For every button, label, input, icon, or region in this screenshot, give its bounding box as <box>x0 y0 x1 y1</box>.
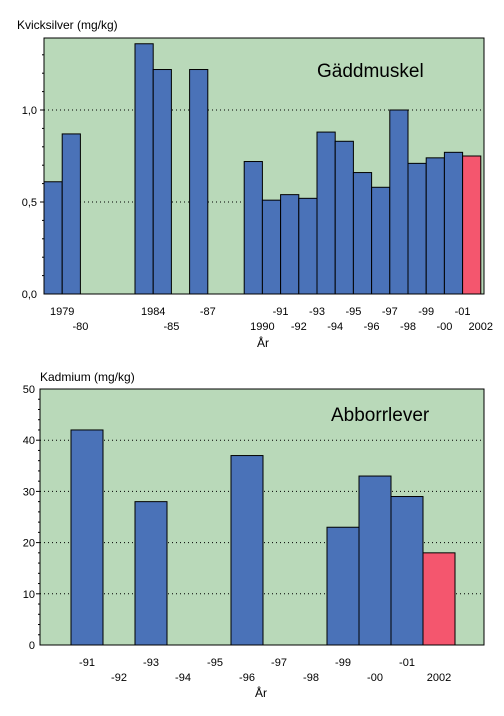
x-tick-label: 1990 <box>250 321 274 333</box>
y-tick-label: 0,5 <box>22 197 37 209</box>
bar-1999 <box>407 162 427 295</box>
x-tick-label: 2002 <box>469 321 493 333</box>
x-tick-label: -01 <box>455 306 471 318</box>
bar-2001 <box>390 496 424 646</box>
x-tick-label: -01 <box>399 657 415 669</box>
y-tick-label: 20 <box>23 538 35 550</box>
chart-mercury: Kvicksilver (mg/kg) 0,0 0,5 1,0 Gäddmuskel… <box>17 18 493 350</box>
x-tick-label: -99 <box>335 657 351 669</box>
x-tick-label: -93 <box>309 306 325 318</box>
x-tick-label: 2002 <box>427 672 451 684</box>
y-tick-label: 0 <box>29 640 35 652</box>
x-tick-label: -00 <box>436 321 452 333</box>
x-tick-label: -91 <box>273 306 289 318</box>
x-tick-label: -92 <box>291 321 307 333</box>
x-tick-label: -93 <box>143 657 159 669</box>
x-tick-label: -98 <box>400 321 416 333</box>
x-tick-label: -96 <box>239 672 255 684</box>
bar-1996 <box>352 172 373 295</box>
chart1-inset-label: Gäddmuskel <box>317 61 424 82</box>
bar-1991 <box>70 429 104 646</box>
bar-2001 <box>443 151 464 295</box>
bar-2000 <box>358 475 392 646</box>
chart1-ylabel: Kvicksilver (mg/kg) <box>17 18 118 32</box>
x-tick-label: -97 <box>271 657 287 669</box>
bar-2000 <box>425 157 445 295</box>
x-tick-label: -91 <box>79 657 95 669</box>
y-tick-label: 40 <box>23 435 35 447</box>
bar-1998 <box>389 109 409 295</box>
bar-1985 <box>152 69 172 295</box>
y-tick-label: 1,0 <box>22 105 37 117</box>
y-tick-label: 30 <box>23 486 35 498</box>
bar-2002 <box>462 155 482 295</box>
y-tick-label: 50 <box>23 384 35 396</box>
x-tick-label: -99 <box>418 306 434 318</box>
x-tick-label: 1979 <box>50 306 74 318</box>
bar-1980 <box>61 133 81 295</box>
x-tick-label: -87 <box>200 306 216 318</box>
bar-1994 <box>316 131 336 295</box>
bar-1995 <box>334 140 354 295</box>
bar-1991 <box>261 199 282 295</box>
chart2-xlabel: År <box>255 685 267 700</box>
y-tick-label: 10 <box>23 589 35 601</box>
x-tick-label: -85 <box>163 321 179 333</box>
bar-1993 <box>298 197 318 295</box>
bar-1979 <box>43 181 63 295</box>
x-tick-label: -94 <box>327 321 343 333</box>
bar-2002 <box>422 552 456 646</box>
bar-1987 <box>189 69 209 295</box>
chart1-xlabel: År <box>257 335 269 350</box>
x-tick-label: -97 <box>382 306 398 318</box>
x-tick-label: -98 <box>303 672 319 684</box>
bar-1993 <box>134 501 168 646</box>
bar-1999 <box>326 526 360 646</box>
x-tick-label: -92 <box>111 672 127 684</box>
x-tick-label: -96 <box>364 321 380 333</box>
x-tick-label: -95 <box>345 306 361 318</box>
x-tick-label: -95 <box>207 657 223 669</box>
chart2-ylabel: Kadmium (mg/kg) <box>40 370 135 384</box>
y-tick-label: 0,0 <box>22 289 37 301</box>
bar-1997 <box>371 186 391 295</box>
bar-1996 <box>230 455 264 646</box>
x-tick-label: -00 <box>367 672 383 684</box>
bar-1990 <box>243 161 263 295</box>
x-tick-label: -80 <box>72 321 88 333</box>
bar-1992 <box>280 194 300 295</box>
x-tick-label: -94 <box>175 672 191 684</box>
chart2-inset-label: Abborrlever <box>331 405 430 426</box>
bar-1984 <box>134 43 154 295</box>
x-tick-label: 1984 <box>141 306 165 318</box>
